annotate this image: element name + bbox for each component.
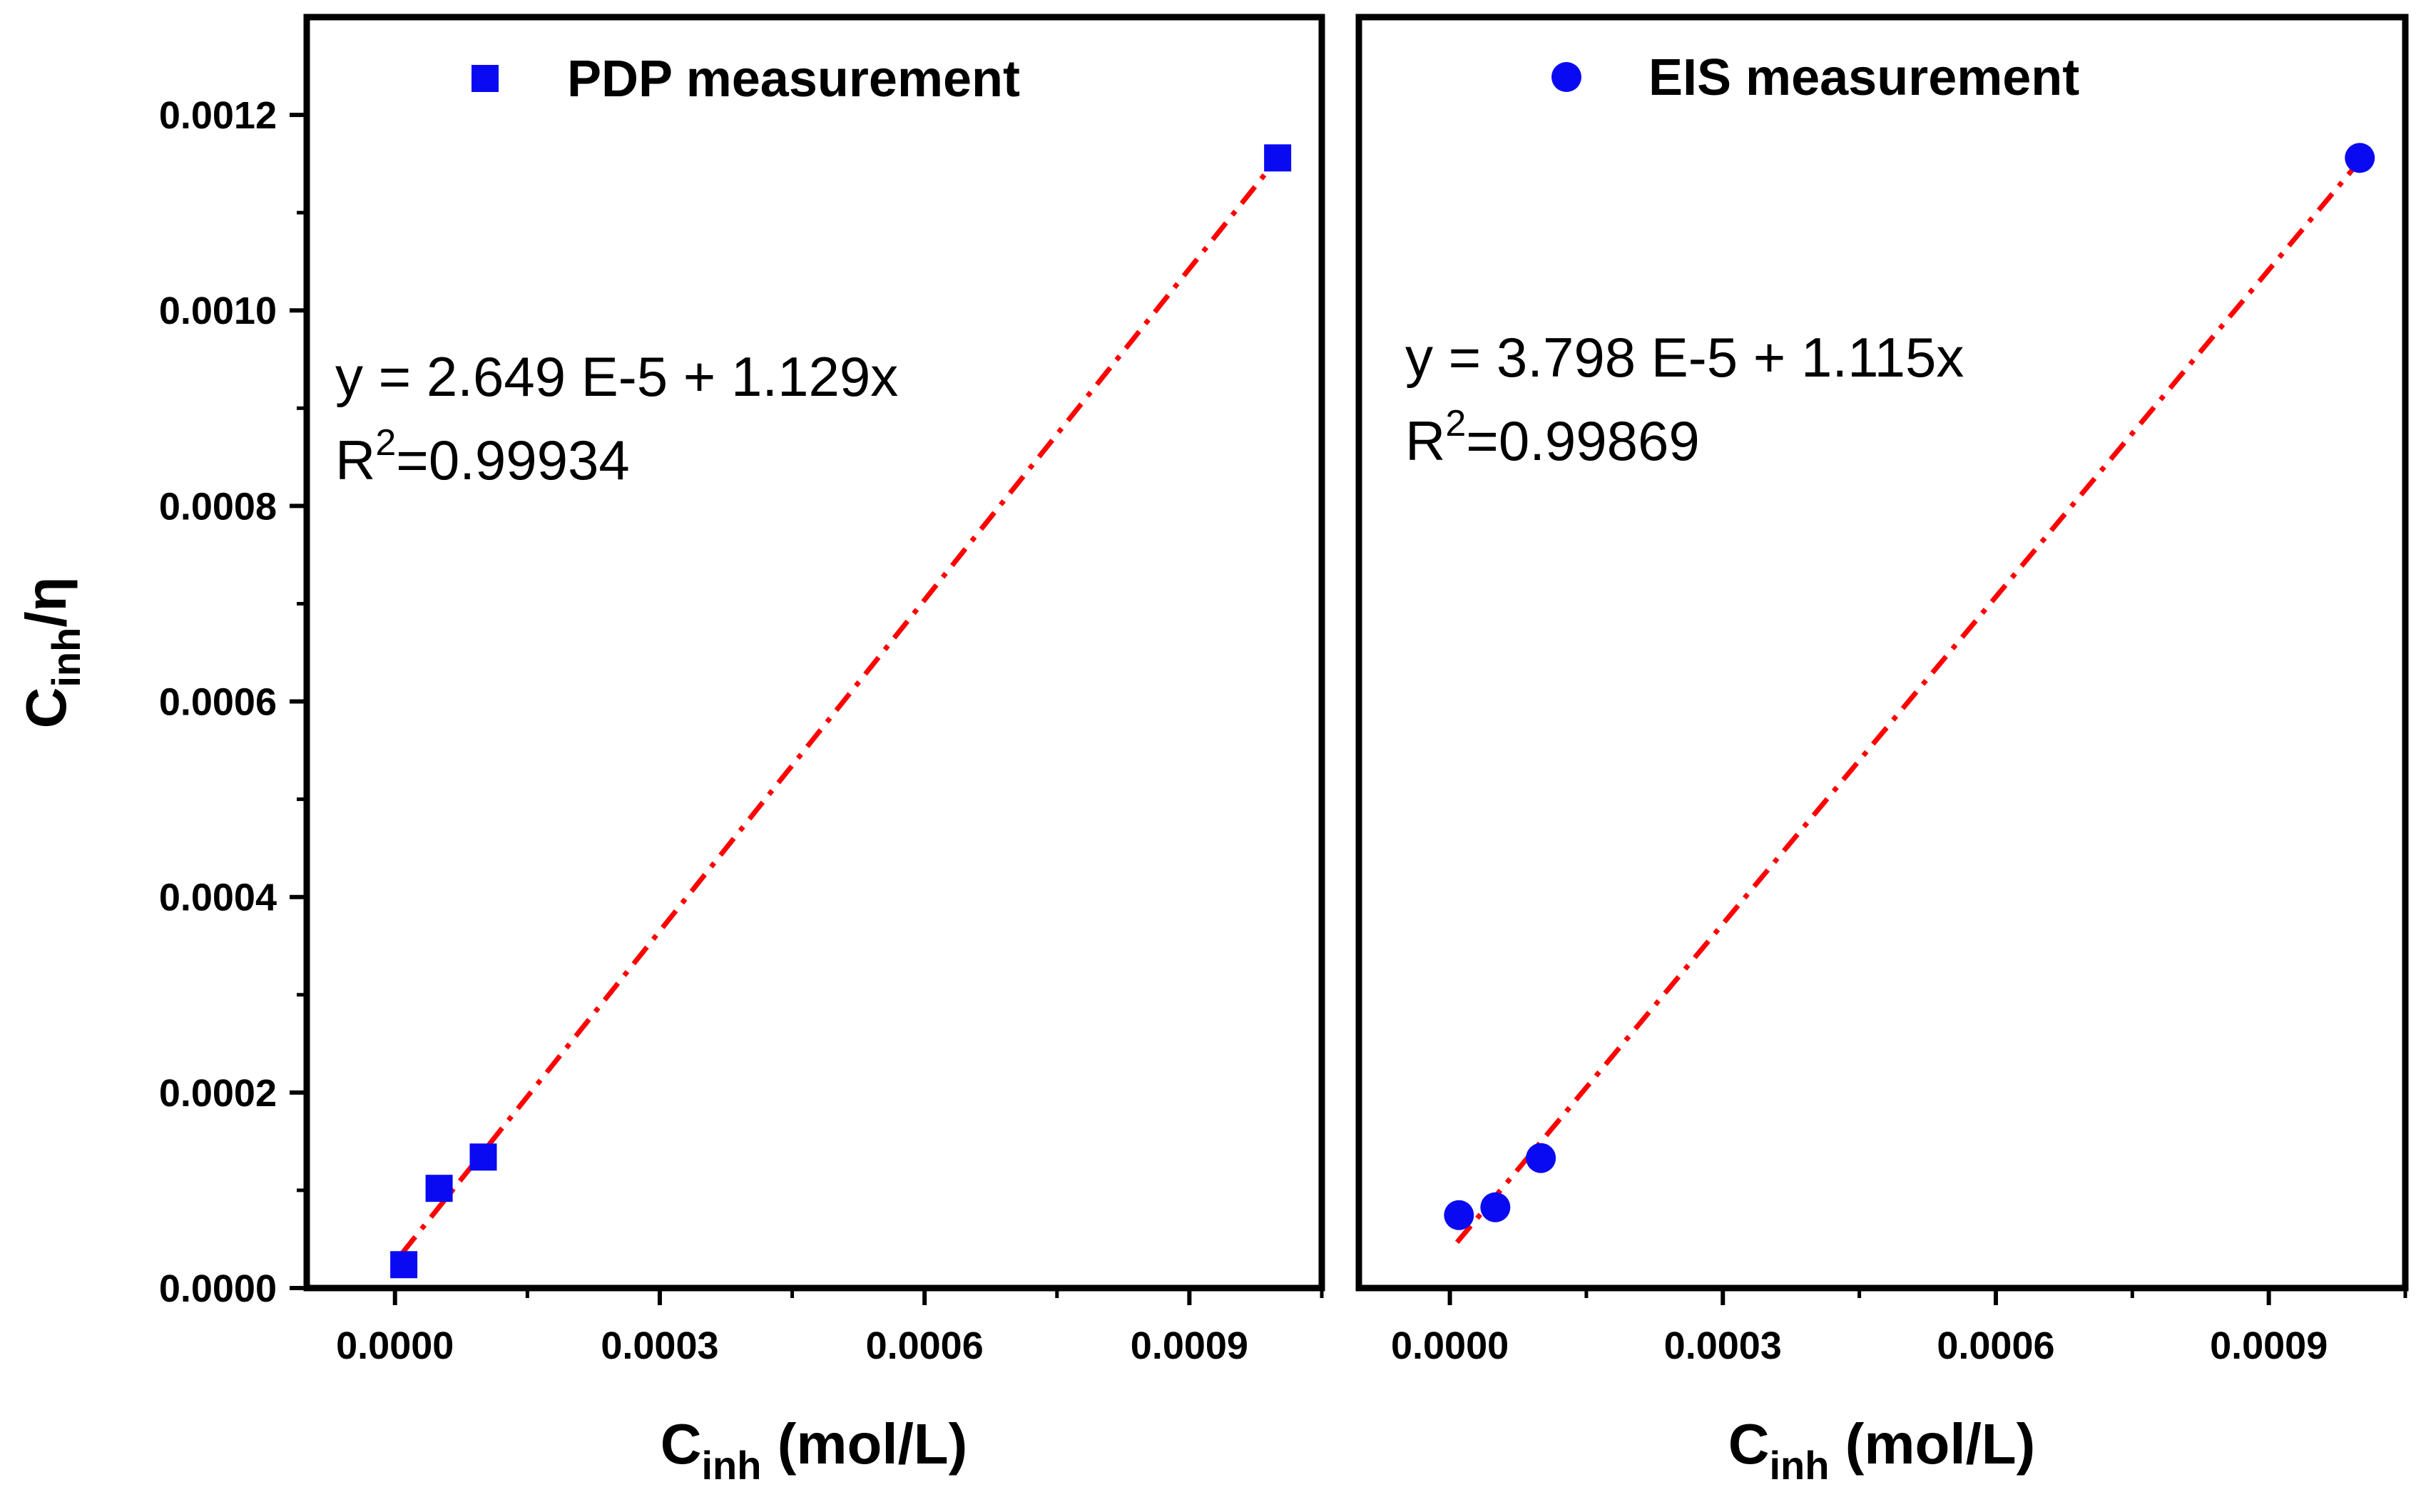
data-point-square [390,1251,418,1279]
data-point-circle [1480,1192,1511,1222]
x-tick-label: 0.0003 [1664,1324,1782,1367]
y-tick-label: 0.0012 [159,94,277,137]
x-tick-label: 0.0009 [1131,1324,1248,1367]
data-point-square [425,1175,453,1202]
x-tick-label: 0.0006 [1937,1324,2054,1367]
r-squared-value: =0.99934 [396,429,630,491]
legend: EIS measurement [1551,49,2079,106]
x-tick-label: 0.0000 [336,1324,454,1367]
plot-frame [303,14,1325,1292]
x-tick-label: 0.0006 [866,1324,984,1367]
fit-line [1454,159,2362,1245]
x-axis-label-main: C [1728,1412,1770,1476]
y-tick-label: 0.0006 [159,681,277,724]
legend-label: PDP measurement [567,51,1020,108]
x-axis-label-unit: (mol/L) [761,1412,967,1476]
data-point-circle [1526,1143,1556,1173]
data-point-circle [2345,143,2375,173]
legend-circle-marker [1551,62,1581,92]
y-axis-label-sub: inh [44,628,88,688]
x-axis-label-unit: (mol/L) [1829,1412,2035,1476]
y-tick-label: 0.0004 [159,877,277,919]
y-axis-label-unit: /η [14,577,78,628]
y-tick-label: 0.0000 [159,1267,277,1310]
legend-square-marker [472,65,499,92]
x-axis-label-sub: inh [701,1443,761,1488]
x-axis-label: Cinh (mol/L) [661,1412,968,1488]
x-tick-label: 0.0009 [2210,1324,2328,1367]
plot-frame [1355,14,2409,1292]
x-axis-label-sub: inh [1769,1443,1829,1488]
data-point-square [1264,144,1292,172]
data-point-square [469,1143,497,1171]
y-axis-label-main: C [14,688,78,729]
y-axis-label: Cinh/η [14,577,88,729]
y-tick-label: 0.0002 [159,1072,277,1115]
r-squared-prefix: R [335,429,375,491]
fit-line [399,156,1280,1255]
data-point-circle [1444,1200,1474,1230]
r-squared: R2=0.99869 [1405,403,1700,472]
legend: PDP measurement [472,51,1020,108]
x-axis-label-main: C [661,1412,702,1476]
r-squared-value: =0.99869 [1466,409,1700,472]
fit-equation: y = 3.798 E-5 + 1.115x [1405,326,1964,389]
x-tick-label: 0.0003 [601,1324,718,1367]
legend-label: EIS measurement [1648,49,2079,106]
r-squared-superscript: 2 [375,422,396,464]
chart-panel-left: 0.0000 0.0003 0.0006 0.0009 0.0000 0.0002 0.00… [14,14,1325,1488]
x-axis-label: Cinh (mol/L) [1728,1412,2036,1488]
y-tick-label: 0.0010 [159,290,277,332]
r-squared: R2=0.99934 [335,422,630,491]
r-squared-prefix: R [1405,409,1445,472]
fit-equation: y = 2.649 E-5 + 1.129x [335,345,898,408]
x-tick-label: 0.0000 [1391,1324,1509,1367]
chart-panel-right: 0.0000 0.0003 0.0006 0.0009 Cinh (mol/L) EIS … [1355,14,2409,1488]
y-tick-label: 0.0008 [159,485,277,528]
r-squared-superscript: 2 [1445,403,1466,444]
